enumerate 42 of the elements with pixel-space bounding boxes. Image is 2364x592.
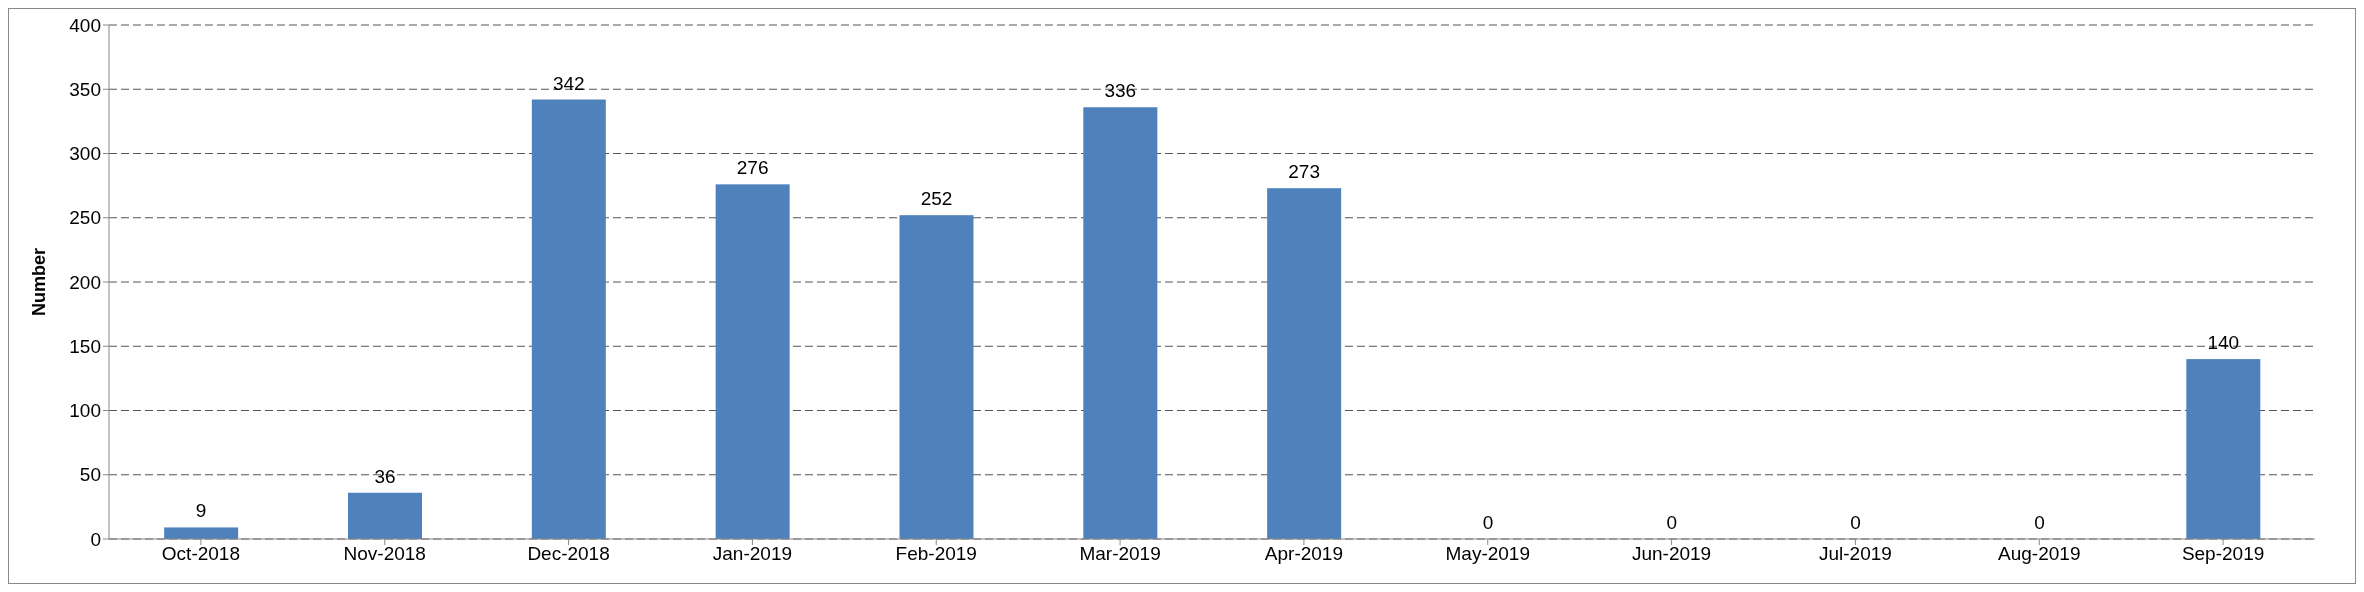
bar xyxy=(531,99,606,539)
bar xyxy=(899,215,974,539)
x-tick-label: Feb-2019 xyxy=(895,543,977,565)
y-tick-label: 400 xyxy=(69,14,101,36)
y-tick-label: 200 xyxy=(69,271,101,293)
data-label: 342 xyxy=(552,72,585,94)
data-label: 140 xyxy=(2207,332,2240,354)
data-label: 0 xyxy=(1850,512,1861,533)
bar xyxy=(1083,107,1158,539)
y-tick-label: 300 xyxy=(69,143,101,165)
data-label: 276 xyxy=(736,157,769,179)
bar xyxy=(715,184,790,539)
x-tick-label: Jul-2019 xyxy=(1818,543,1892,565)
data-label: 9 xyxy=(195,500,207,522)
data-label: 0 xyxy=(1482,512,1494,533)
data-label: 0 xyxy=(1666,512,1678,533)
x-tick-label: Oct-2018 xyxy=(161,543,240,565)
y-tick-label: 350 xyxy=(69,79,101,100)
y-tick-label: 250 xyxy=(69,207,101,229)
data-label: 36 xyxy=(374,465,396,487)
bar xyxy=(1267,188,1342,539)
data-label: 252 xyxy=(920,188,953,210)
bar xyxy=(347,492,422,539)
x-tick-label: Nov-2018 xyxy=(343,543,426,565)
x-tick-label: Apr-2019 xyxy=(1264,543,1343,565)
data-label: 273 xyxy=(1288,161,1320,183)
x-tick-label: May-2019 xyxy=(1445,543,1530,565)
y-tick-label: 50 xyxy=(79,464,101,486)
data-label: 336 xyxy=(1104,80,1137,102)
bar xyxy=(2186,359,2261,539)
x-tick-label: Jan-2019 xyxy=(712,543,793,565)
x-tick-label: Jun-2019 xyxy=(1631,543,1712,565)
x-tick-label: Sep-2019 xyxy=(2181,543,2265,565)
y-tick-label: 150 xyxy=(69,335,101,357)
x-tick-label: Aug-2019 xyxy=(1998,543,2081,565)
y-tick-label: 0 xyxy=(90,528,101,550)
x-tick-label: Dec-2018 xyxy=(527,543,610,565)
y-axis-title: Number xyxy=(29,247,50,317)
bar xyxy=(164,527,239,539)
data-label: 0 xyxy=(2034,512,2045,533)
y-tick-label: 100 xyxy=(69,400,101,422)
x-tick-label: Mar-2019 xyxy=(1079,543,1161,565)
